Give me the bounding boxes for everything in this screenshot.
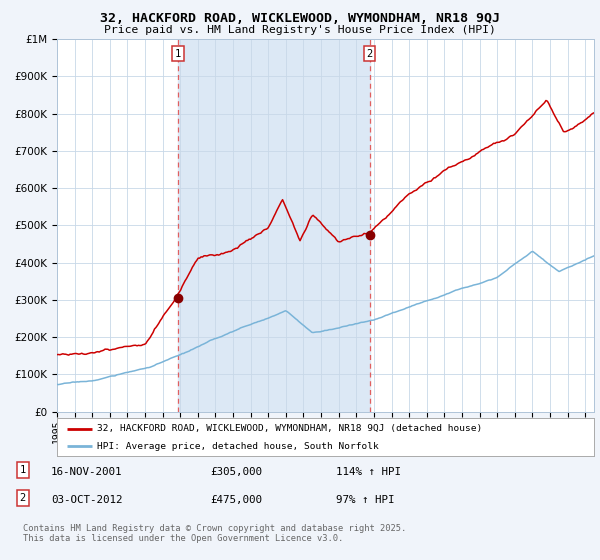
Text: 1: 1	[175, 49, 181, 58]
Text: 32, HACKFORD ROAD, WICKLEWOOD, WYMONDHAM, NR18 9QJ: 32, HACKFORD ROAD, WICKLEWOOD, WYMONDHAM…	[100, 12, 500, 25]
Text: 16-NOV-2001: 16-NOV-2001	[51, 467, 122, 477]
Text: 1: 1	[20, 465, 26, 475]
Text: Price paid vs. HM Land Registry's House Price Index (HPI): Price paid vs. HM Land Registry's House …	[104, 25, 496, 35]
Text: 32, HACKFORD ROAD, WICKLEWOOD, WYMONDHAM, NR18 9QJ (detached house): 32, HACKFORD ROAD, WICKLEWOOD, WYMONDHAM…	[97, 424, 482, 433]
Text: £305,000: £305,000	[210, 467, 262, 477]
Text: 114% ↑ HPI: 114% ↑ HPI	[336, 467, 401, 477]
Text: 97% ↑ HPI: 97% ↑ HPI	[336, 495, 395, 505]
Text: HPI: Average price, detached house, South Norfolk: HPI: Average price, detached house, Sout…	[97, 442, 379, 451]
Text: 2: 2	[367, 49, 373, 58]
Text: £475,000: £475,000	[210, 495, 262, 505]
Bar	[178, 39, 370, 412]
Text: 2: 2	[20, 493, 26, 503]
Text: 03-OCT-2012: 03-OCT-2012	[51, 495, 122, 505]
Text: Contains HM Land Registry data © Crown copyright and database right 2025.
This d: Contains HM Land Registry data © Crown c…	[23, 524, 406, 543]
